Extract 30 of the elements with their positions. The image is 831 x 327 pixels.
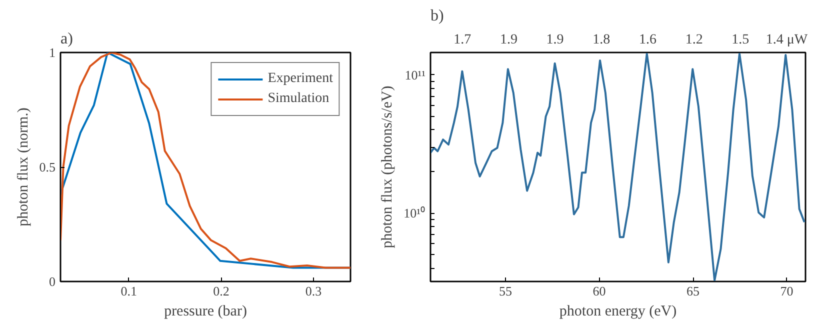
- x-tick-label: 65: [686, 284, 700, 298]
- x-tick-label: 0.1: [120, 284, 137, 298]
- line-series: [60, 52, 350, 269]
- legend-label: Simulation: [268, 91, 330, 107]
- text: 1.9: [500, 32, 518, 48]
- y-axis-title: photon flux (norm.): [15, 108, 32, 226]
- chart-title: b): [430, 8, 444, 24]
- text: 1.8: [592, 32, 610, 48]
- text: 1.5: [732, 32, 750, 48]
- legend-label: Experiment: [268, 71, 333, 87]
- y-axis-title: photon flux (photons/s/eV): [380, 86, 396, 248]
- chart-title: a): [60, 30, 73, 48]
- y-tick-label: 10¹¹: [404, 67, 426, 82]
- text: 1.2: [685, 32, 703, 48]
- text: 1.6: [638, 32, 656, 48]
- text: 1.9: [546, 32, 564, 48]
- x-tick-label: 70: [780, 284, 794, 298]
- text: 1.4 μW: [766, 32, 808, 48]
- x-tick-label: 60: [592, 284, 606, 298]
- y-tick-label: 10¹⁰: [404, 206, 426, 221]
- y-tick-label: 1: [49, 45, 56, 60]
- y-tick-label: 0: [49, 274, 56, 289]
- y-tick-label: 0.5: [39, 160, 56, 174]
- line-series: [430, 52, 806, 282]
- x-axis-title: photon energy (eV): [559, 304, 677, 320]
- x-tick-label: 55: [499, 284, 512, 298]
- text: 1.7: [454, 32, 472, 48]
- x-axis-title: pressure (bar): [164, 304, 247, 320]
- x-tick-label: 0.3: [305, 284, 322, 298]
- x-tick-label: 0.2: [213, 284, 230, 298]
